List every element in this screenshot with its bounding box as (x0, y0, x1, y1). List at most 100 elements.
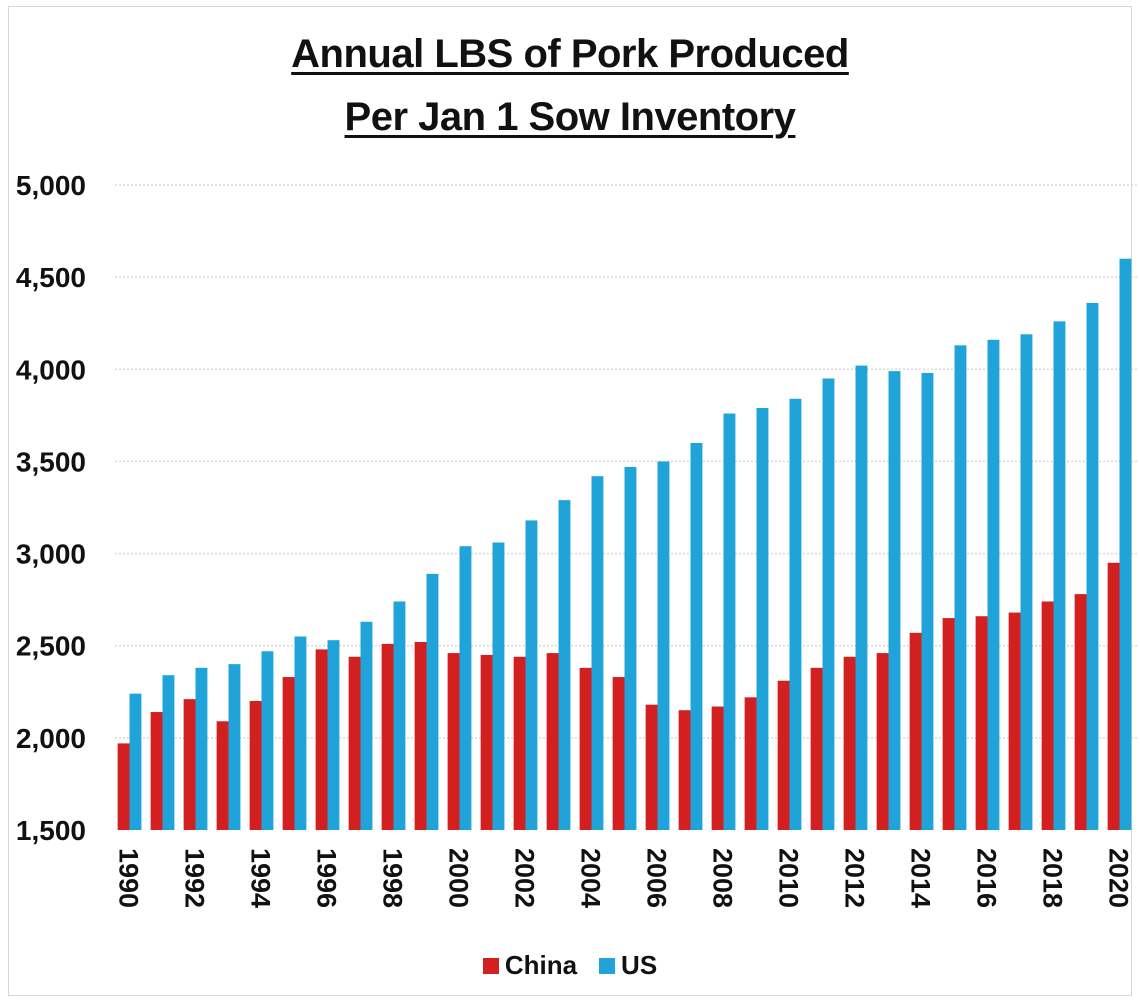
bar-china-2003 (546, 653, 559, 830)
bar-china-1994 (249, 701, 262, 830)
bar-us-1999 (426, 573, 439, 830)
bar-china-1995 (282, 677, 295, 830)
bar-chart: 1,500 2,000 2,500 3,000 3,500 4,000 4,500 5,000… (16, 170, 1138, 908)
bar-us-2003 (558, 500, 571, 830)
bar-us-2008 (723, 413, 736, 830)
bar-us-1990 (129, 693, 142, 830)
bar-china-2017 (1008, 612, 1021, 830)
bar-china-2002 (513, 656, 526, 830)
bar-us-2012 (855, 365, 868, 830)
bar-china-2004 (579, 667, 592, 830)
bar-china-2014 (909, 632, 922, 830)
bar-china-2000 (447, 653, 460, 830)
bar-us-2007 (690, 443, 703, 830)
bar-china-2010 (777, 680, 790, 830)
bar-us-2006 (657, 461, 670, 830)
bar-us-2001 (492, 542, 505, 830)
y-tick-label: 4,000 (16, 354, 86, 385)
bar-us-2009 (756, 407, 769, 830)
bar-us-2014 (921, 372, 934, 830)
x-tick-label: 2006 (642, 848, 672, 908)
bar-china-2019 (1074, 594, 1087, 830)
bar-china-1993 (216, 721, 229, 830)
bar-china-2012 (843, 656, 856, 830)
bar-us-2018 (1053, 321, 1066, 830)
bar-us-2019 (1086, 302, 1099, 830)
bar-china-2008 (711, 706, 724, 830)
x-tick-label: 1996 (312, 848, 342, 908)
bar-us-2015 (954, 345, 967, 830)
bar-us-2005 (624, 466, 637, 830)
legend-label-china: China (504, 950, 578, 980)
legend-label-us: US (621, 950, 658, 980)
bar-us-2016 (987, 339, 1000, 830)
y-tick-label: 4,500 (16, 262, 86, 293)
y-tick-label: 1,500 (16, 815, 86, 846)
x-axis-ticks: 1990 1992 1994 1996 1998 2000 2002 2004 2006 2008… (114, 848, 1134, 908)
bar-us-1996 (327, 640, 340, 830)
bar-china-2005 (612, 677, 625, 830)
x-tick-label: 2004 (576, 848, 606, 908)
bar-china-2009 (744, 697, 757, 830)
bar-us-1998 (393, 601, 406, 830)
chart-title: Annual LBS of Pork Produced (291, 32, 849, 76)
x-tick-label: 1994 (246, 848, 276, 908)
bar-china-2001 (480, 654, 493, 830)
legend: China US (0, 950, 1140, 981)
legend-swatch-china (482, 957, 499, 974)
x-tick-label: 2016 (972, 848, 1002, 908)
bar-china-1998 (381, 643, 394, 830)
bar-us-1992 (195, 667, 208, 830)
y-tick-label: 5,000 (16, 170, 86, 201)
bar-china-1990 (117, 743, 130, 830)
x-tick-label: 2002 (510, 848, 540, 908)
bar-china-1991 (150, 712, 163, 830)
y-tick-label: 3,500 (16, 446, 86, 477)
x-tick-label: 1998 (378, 848, 408, 908)
y-tick-label: 2,000 (16, 723, 86, 754)
bar-us-1991 (162, 675, 175, 830)
x-tick-label: 2010 (774, 848, 804, 908)
bar-china-2018 (1041, 601, 1054, 830)
bar-china-2006 (645, 704, 658, 830)
bars (117, 258, 1132, 830)
y-tick-label: 3,000 (16, 539, 86, 570)
bar-china-1999 (414, 642, 427, 830)
x-tick-label: 1992 (180, 848, 210, 908)
chart-subtitle: Per Jan 1 Sow Inventory (344, 95, 796, 139)
bar-china-1992 (183, 699, 196, 830)
bar-us-2013 (888, 371, 901, 830)
bar-us-2004 (591, 476, 604, 830)
legend-item-us: US (599, 950, 657, 981)
x-tick-label: 2014 (906, 848, 936, 908)
bar-us-2011 (822, 378, 835, 830)
bar-us-2020 (1119, 258, 1132, 830)
x-tick-label: 2020 (1104, 848, 1134, 908)
bar-china-2016 (975, 616, 988, 830)
bar-china-2015 (942, 618, 955, 830)
bar-us-1995 (294, 636, 307, 830)
legend-swatch-us (599, 957, 616, 974)
x-tick-label: 2012 (840, 848, 870, 908)
bar-china-2007 (678, 710, 691, 830)
legend-item-china: China (482, 950, 578, 981)
bar-us-2017 (1020, 334, 1033, 830)
bar-china-1997 (348, 656, 361, 830)
bar-us-2002 (525, 520, 538, 830)
x-tick-label: 2000 (444, 848, 474, 908)
bar-china-2011 (810, 667, 823, 830)
bar-china-2013 (876, 653, 889, 830)
bar-china-2020 (1107, 562, 1120, 830)
x-tick-label: 2018 (1038, 848, 1068, 908)
bar-us-1997 (360, 621, 373, 830)
bar-us-1994 (261, 651, 274, 830)
y-tick-label: 2,500 (16, 631, 86, 662)
gridlines (115, 184, 1138, 739)
bar-us-2010 (789, 398, 802, 830)
x-tick-label: 1990 (114, 848, 144, 908)
x-tick-label: 2008 (708, 848, 738, 908)
bar-us-1993 (228, 664, 241, 830)
bar-china-1996 (315, 649, 328, 830)
bar-us-2000 (459, 546, 472, 830)
y-axis-ticks: 1,500 2,000 2,500 3,000 3,500 4,000 4,500 5,000 (16, 170, 86, 846)
